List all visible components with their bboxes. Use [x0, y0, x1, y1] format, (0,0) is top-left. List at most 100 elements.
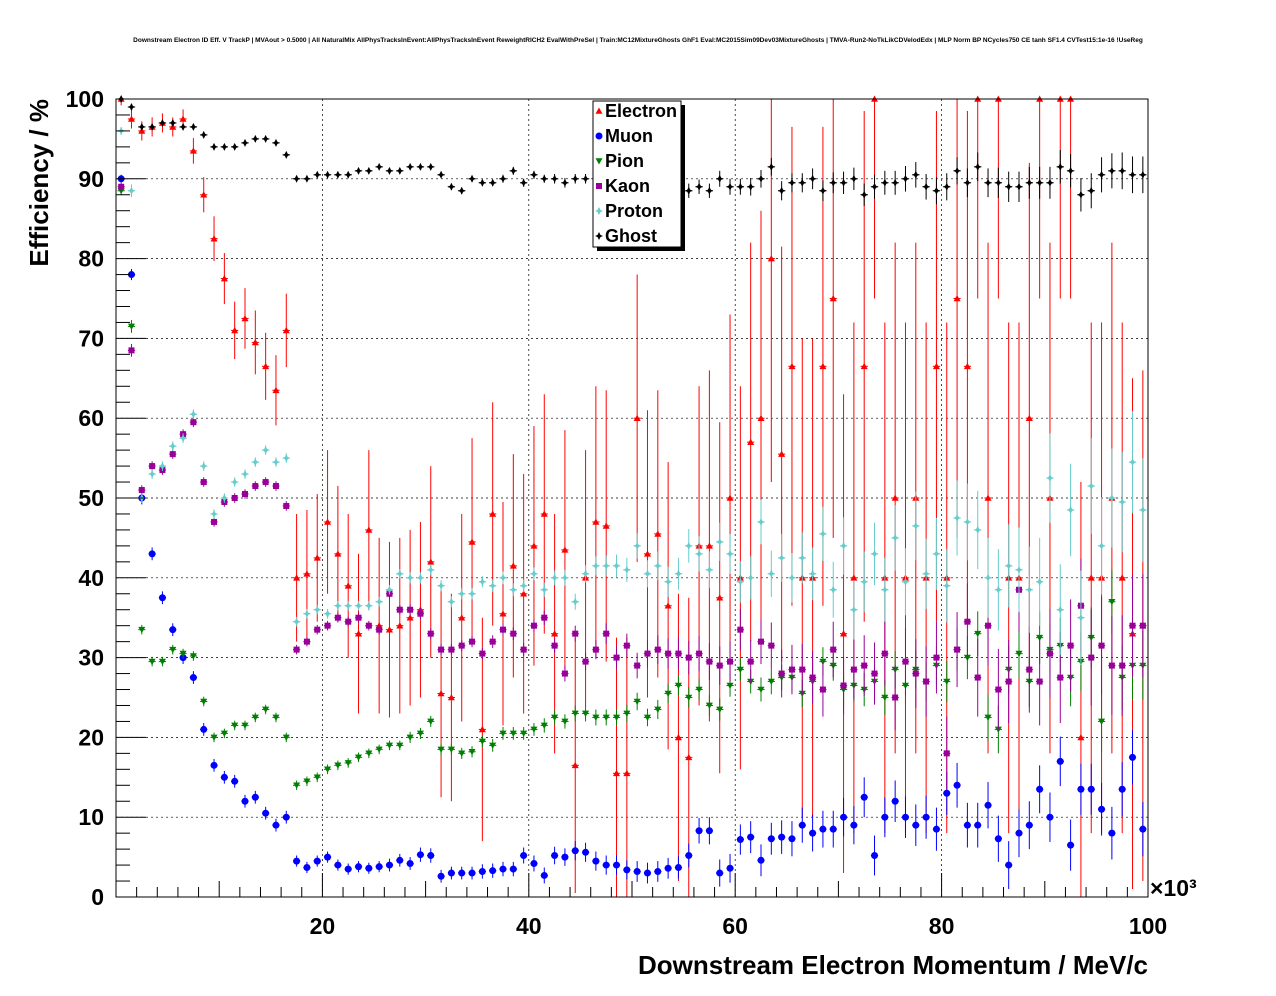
muon-point	[840, 813, 848, 821]
ghost-point-h	[210, 145, 219, 149]
proton-point	[757, 517, 765, 526]
ghost-point-h	[1056, 165, 1065, 169]
electron-point	[643, 550, 651, 557]
ghost-point	[963, 178, 972, 187]
kaon-point	[200, 479, 207, 486]
proton-point	[633, 541, 642, 550]
pion-point	[592, 714, 600, 721]
proton-point	[148, 470, 157, 479]
ghost-point	[457, 186, 466, 195]
proton-point	[292, 617, 301, 626]
kaon-point	[788, 666, 795, 673]
proton-point-h	[633, 544, 642, 548]
proton-point-h	[643, 572, 652, 576]
electron-point	[251, 338, 259, 346]
proton-point	[798, 553, 807, 562]
proton-point	[437, 581, 446, 590]
ghost-point-h	[447, 185, 456, 189]
pion-point	[241, 722, 249, 729]
pion-point	[623, 710, 631, 717]
muon-point	[210, 761, 218, 769]
ghost-point	[509, 166, 518, 175]
kaon-point	[324, 622, 331, 629]
proton-series	[117, 126, 1147, 665]
ghost-point	[137, 122, 146, 131]
kaon-point	[685, 654, 692, 661]
ghost-point	[746, 182, 755, 191]
kaon-point	[407, 606, 414, 613]
muon-point	[1015, 829, 1023, 837]
electron-point	[231, 326, 239, 334]
kaon-point	[1026, 666, 1033, 673]
muon-point	[1025, 821, 1033, 829]
proton-point-h	[839, 544, 848, 548]
pion-point	[272, 714, 280, 721]
proton-point-h	[736, 580, 745, 584]
ghost-point	[344, 170, 353, 179]
proton-point-h	[416, 576, 425, 580]
y-tick-label: 10	[78, 804, 104, 830]
proton-point-h	[829, 588, 838, 592]
kaon-point	[747, 658, 754, 665]
proton-point	[375, 597, 384, 606]
muon-point	[736, 836, 744, 844]
muon-point	[664, 864, 672, 872]
ghost-point	[901, 174, 910, 183]
proton-point	[241, 470, 249, 479]
electron-point	[1077, 733, 1085, 741]
proton-point	[210, 509, 219, 518]
proton-point-h	[726, 552, 735, 556]
proton-point	[963, 517, 972, 526]
ghost-point	[168, 118, 177, 127]
kaon-point	[345, 618, 352, 625]
ghost-point	[757, 174, 765, 183]
muon-point	[1005, 861, 1013, 869]
proton-point-h	[148, 472, 157, 476]
electron-point	[324, 518, 332, 525]
proton-point	[509, 585, 518, 594]
pion-point	[468, 748, 476, 756]
proton-point-h	[1076, 616, 1085, 620]
ghost-point-h	[261, 137, 270, 141]
ghost-point	[282, 150, 291, 159]
kaon-point	[541, 614, 548, 621]
pion-point	[943, 678, 951, 686]
electron-point	[179, 115, 187, 122]
proton-point	[602, 561, 611, 570]
muon-point	[654, 867, 662, 875]
ghost-point	[829, 178, 838, 187]
muon-point	[396, 856, 404, 864]
electron-point	[200, 191, 208, 198]
electron-point	[953, 295, 961, 302]
ghost-point-h	[880, 181, 889, 185]
kaon-point	[912, 670, 919, 677]
proton-point-h	[963, 520, 972, 524]
ghost-point	[984, 178, 993, 187]
muon-point	[499, 865, 507, 873]
ghost-point-h	[849, 177, 858, 181]
ghost-point-h	[127, 105, 136, 109]
proton-point-h	[251, 460, 260, 464]
proton-point	[994, 585, 1003, 594]
proton-point	[1066, 505, 1075, 514]
pion-point	[303, 778, 311, 785]
muon-point	[860, 793, 868, 801]
electron-point	[303, 570, 311, 577]
muon-point	[375, 863, 383, 871]
ghost-point-h	[726, 185, 735, 189]
muon-point	[561, 853, 569, 861]
electron-point	[499, 610, 507, 617]
electron-point	[726, 494, 734, 501]
x-tick-label: 60	[722, 913, 748, 939]
ghost-point	[1087, 186, 1096, 195]
proton-point	[499, 573, 507, 582]
proton-point-h	[1045, 476, 1054, 480]
pion-point	[220, 730, 228, 737]
kaon-point	[190, 419, 197, 426]
proton-point-h	[437, 584, 446, 588]
electron-point	[344, 582, 352, 589]
kaon-point	[314, 626, 321, 633]
pion-point	[881, 694, 889, 701]
proton-point-h	[602, 564, 611, 568]
ghost-point-h	[953, 169, 962, 173]
